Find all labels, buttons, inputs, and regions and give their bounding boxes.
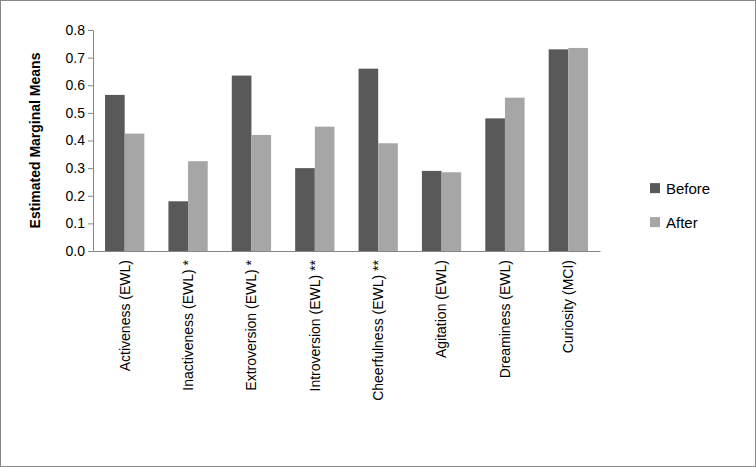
- tick-label: 0.8: [66, 22, 86, 38]
- tick: 0.4: [66, 132, 93, 148]
- tick-mark: [88, 85, 93, 86]
- bar: [422, 171, 442, 251]
- tick-label: Activeness (EWL): [117, 260, 133, 371]
- category: Activeness (EWL): [117, 260, 133, 371]
- category: Agitation (EWL): [433, 260, 449, 358]
- bar: [485, 118, 505, 251]
- tick-mark: [88, 30, 93, 31]
- tick-label: 0.6: [66, 77, 86, 93]
- legend-swatch: [650, 183, 660, 193]
- category: Inactiveness (EWL) *: [180, 259, 196, 390]
- tick-mark: [88, 58, 93, 59]
- tick: 0.3: [66, 160, 93, 176]
- tick-mark: [88, 251, 93, 252]
- tick-mark: [88, 196, 93, 197]
- category: Cheerfulness (EWL) **: [370, 259, 386, 400]
- bar: [549, 49, 569, 251]
- x-axis: Activeness (EWL) Inactiveness (EWL) * Extr…: [94, 252, 601, 401]
- chart-frame: [1, 1, 756, 467]
- category: Extroversion (EWL) *: [243, 259, 259, 390]
- bar: [125, 134, 145, 251]
- tick-label: 0.4: [66, 132, 86, 148]
- legend-label: Before: [666, 180, 710, 197]
- tick-label: 0.5: [66, 105, 86, 121]
- bar: [232, 76, 252, 251]
- tick-label: Dreaminess (EWL): [497, 260, 513, 378]
- tick-label: 0.3: [66, 160, 86, 176]
- bar: [188, 161, 208, 251]
- bar: [315, 127, 335, 251]
- bar: [359, 69, 379, 251]
- bar: [568, 48, 588, 251]
- bars: [105, 48, 588, 251]
- bar: [251, 135, 271, 251]
- tick-label: 0.0: [66, 243, 86, 259]
- bar: [295, 168, 315, 251]
- tick-mark: [88, 223, 93, 224]
- tick-label: Introversion (EWL) **: [307, 259, 323, 391]
- tick-label: 0.1: [66, 215, 86, 231]
- tick-mark: [88, 168, 93, 169]
- bar: [505, 98, 525, 251]
- tick-mark: [88, 141, 93, 142]
- legend-label: After: [666, 214, 698, 231]
- tick-mark: [88, 113, 93, 114]
- bar: [105, 95, 125, 251]
- category: Curiosity (MCI): [560, 260, 576, 353]
- tick: 0.0: [66, 243, 93, 259]
- tick-label: 0.2: [66, 188, 86, 204]
- tick: 0.5: [66, 105, 93, 121]
- tick-label: Agitation (EWL): [433, 260, 449, 358]
- tick: 0.7: [66, 50, 93, 66]
- tick: 0.6: [66, 77, 93, 93]
- plot: 0.0 0.1 0.2 0.3 0.4 0.5 0.6 0.7 0.8 Activeness (E…: [66, 22, 601, 401]
- axis-title: Estimated Marginal Means: [27, 52, 43, 228]
- category: Introversion (EWL) **: [307, 259, 323, 391]
- bar: [378, 143, 398, 251]
- tick-label: 0.7: [66, 50, 86, 66]
- chart: 0.0 0.1 0.2 0.3 0.4 0.5 0.6 0.7 0.8 Activeness (E…: [0, 0, 756, 467]
- legend-swatch: [650, 217, 660, 227]
- legend: Before After: [650, 180, 710, 231]
- axis-line: [93, 31, 94, 252]
- tick-label: Cheerfulness (EWL) **: [370, 259, 386, 400]
- category: Dreaminess (EWL): [497, 260, 513, 378]
- tick: 0.2: [66, 188, 93, 204]
- tick-label: Inactiveness (EWL) *: [180, 259, 196, 390]
- bar: [168, 201, 188, 251]
- bar: [442, 172, 462, 251]
- tick-label: Extroversion (EWL) *: [243, 259, 259, 390]
- tick-label: Curiosity (MCI): [560, 260, 576, 353]
- tick: 0.1: [66, 215, 93, 231]
- tick: 0.8: [66, 22, 93, 38]
- y-axis: 0.0 0.1 0.2 0.3 0.4 0.5 0.6 0.7 0.8: [66, 22, 94, 259]
- axis-line: [94, 251, 601, 252]
